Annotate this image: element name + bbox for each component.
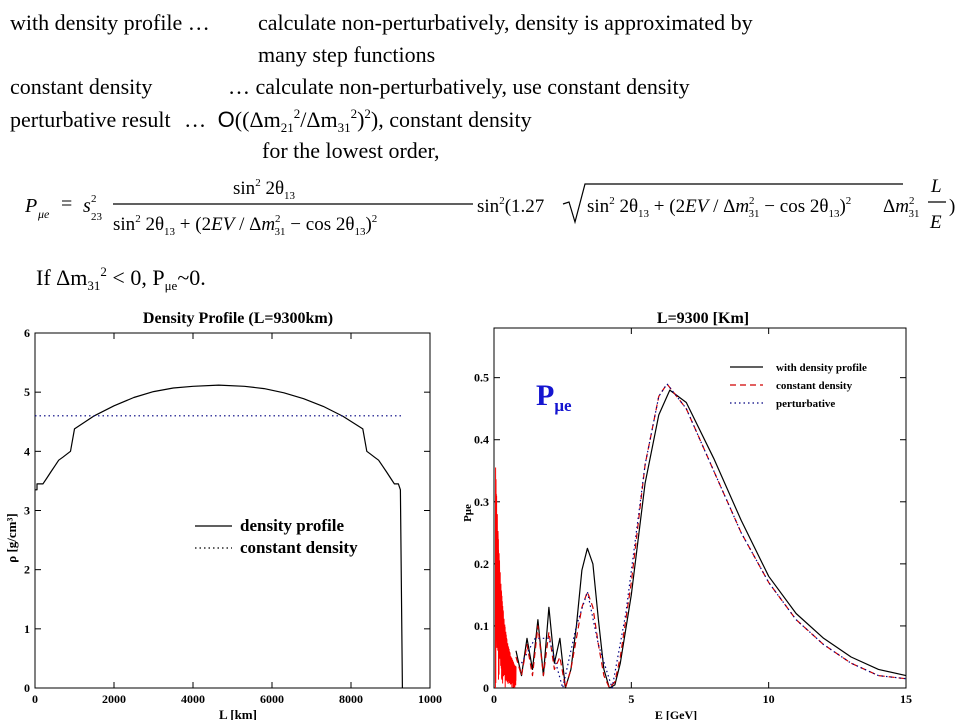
chart2-annotation: Pμe [536,379,572,415]
chart1-ytick-label: 5 [24,385,30,399]
condition-line: If Δm312 < 0, Pμe~0. [36,264,206,293]
chart1-xlabel: L [km] [219,707,257,720]
note-label-perturbative: perturbative result [10,107,171,132]
note-line-5: for the lowest order, [262,138,440,163]
chart2-xtick-label: 10 [763,692,775,706]
probability-formula: P μe = s 2 23 sin2 2θ13 sin2 2θ13 + (2EV… [25,176,955,238]
chart2-ylabel: Pμe [462,504,474,522]
chart2-xtick-label: 5 [628,692,634,706]
chart2-title: L=9300 [Km] [657,310,749,327]
legend-label-perturbative: perturbative [776,398,835,410]
svg-text:=: = [61,193,72,215]
chart2-legend: with density profile constant density pe… [730,362,867,410]
chart2-xtick-label: 0 [491,692,497,706]
chart2-ytick-label: 0.3 [474,495,489,509]
note-label-density-profile: with density profile … [10,10,210,35]
chart1-ytick-label: 6 [24,326,30,340]
note-desc-density-profile: calculate non-perturbatively, density is… [258,10,753,35]
svg-text:sin2 2θ13: sin2 2θ13 [233,177,296,202]
chart2-xlabel: E [GeV] [655,708,697,720]
note-desc-constant-density: … calculate non-perturbatively, use cons… [228,74,690,99]
chart2-series-with-density-profile [515,389,907,689]
legend-label-with-density: with density profile [776,362,867,374]
note-ellipsis: … [184,107,207,132]
chart1-title: Density Profile (L=9300km) [143,310,333,327]
chart1-ytick-label: 0 [24,681,30,695]
svg-text:μe: μe [37,207,50,221]
chart1-ytick-label: 3 [24,504,30,518]
chart2-ytick-label: 0.5 [474,371,489,385]
chart1-xtick-label: 1000 [418,692,442,706]
legend-label-density-profile: density profile [240,516,345,535]
note-line-2: many step functions [258,42,436,67]
chart2-plot-frame [493,327,907,689]
chart2-series-perturbative [520,383,907,689]
chart2-ytick-label: 0.4 [474,433,489,447]
chart1-ytick-label: 4 [24,444,30,458]
chart1-series-density-profile [35,384,403,689]
note-label-constant-density: constant density [10,74,153,99]
chart2-low-energy-oscillations [494,467,517,689]
svg-text:): ) [949,196,955,217]
probability-chart: L=9300 [Km] 0 0.1 0.2 0.3 0.4 0.5 0 5 10 15 E [Ge… [462,310,912,720]
svg-text:L: L [930,176,942,197]
chart1-xtick-label: 8000 [339,692,363,706]
chart1-xtick-label: 4000 [181,692,205,706]
chart1-ytick-label: 1 [24,622,30,636]
svg-text:sin2(1.27: sin2(1.27 [477,195,544,217]
chart2-ytick-label: 0 [483,681,489,695]
chart1-xtick-label: 6000 [260,692,284,706]
order-symbol: O [217,107,235,132]
note-line-4: perturbative result … O((Δm212/Δm312)2),… [10,106,532,136]
note-line-1: with density profile … calculate non-per… [10,10,753,36]
chart1-xtick-label: 2000 [102,692,126,706]
chart2-ytick-label: 0.1 [474,619,489,633]
note-desc-perturbative: , constant density [378,107,532,132]
legend-label-constant: constant density [776,380,853,392]
chart2-series-constant-density [515,383,907,689]
annotation-subscript: μe [554,396,572,415]
density-profile-chart: Density Profile (L=9300km) 0 1 2 3 4 5 6 0 2000 4… [4,310,442,720]
chart1-xtick-label: 0 [32,692,38,706]
chart1-ylabel: ρ [g/cm³] [4,513,19,562]
svg-text:P: P [25,195,37,217]
svg-text:23: 23 [91,211,103,223]
svg-text:s: s [83,195,91,217]
svg-text:2: 2 [91,193,97,205]
order-expression: ((Δm212/Δm312)2) [234,106,379,135]
chart1-legend: density profile constant density [195,516,358,557]
chart2-xtick-label: 15 [900,692,912,706]
svg-text:E: E [929,212,942,233]
chart2-ytick-label: 0.2 [474,557,489,571]
chart1-ytick-label: 2 [24,563,30,577]
legend-label-constant-density: constant density [240,538,358,557]
note-line-3: constant density … calculate non-perturb… [10,74,690,100]
